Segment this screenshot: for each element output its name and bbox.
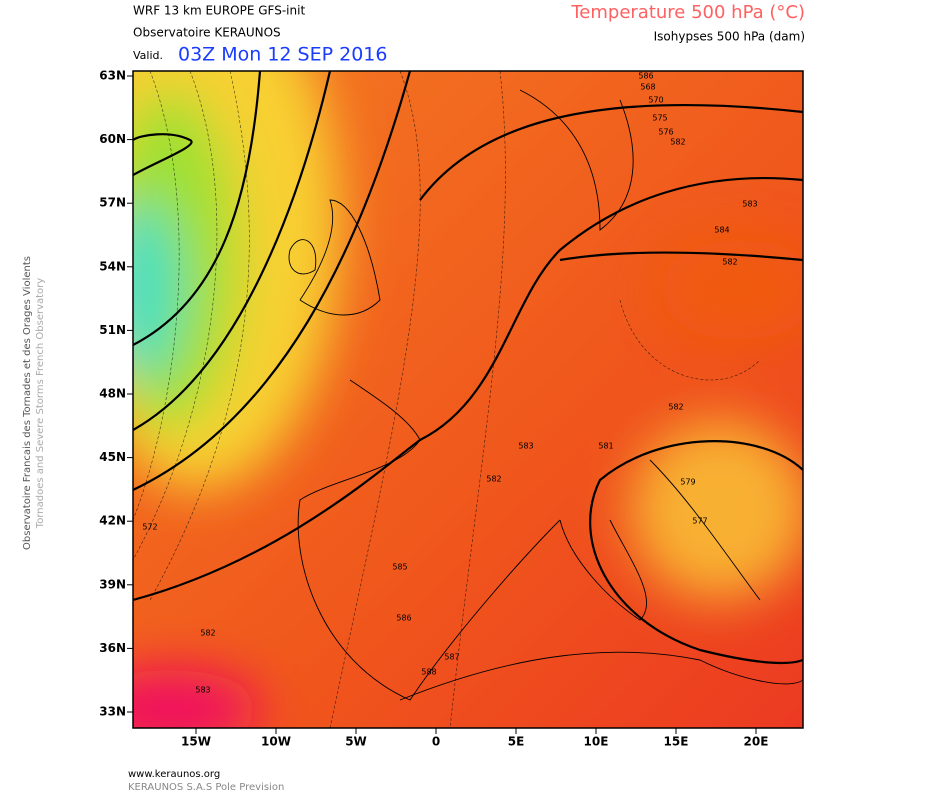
contour-label: 582 [722,258,737,267]
lat-label: 60N [99,132,126,146]
contour-label: 575 [652,114,667,123]
contour-label: 583 [518,442,533,451]
valid-prefix: Valid. [133,49,163,62]
lat-label: 54N [99,259,126,273]
map-subtitle: Isohypses 500 hPa (dam) [654,30,805,44]
map-frame [132,70,804,729]
map-title: Temperature 500 hPa (°C) [570,2,805,23]
lat-label: 39N [99,577,126,591]
contour-label: 582 [668,403,683,412]
contour-label: 576 [658,128,673,137]
contour-label: 568 [640,83,655,92]
contour-label: 579 [680,478,695,487]
coastlines [288,89,803,701]
model-label: WRF 13 km EUROPE GFS-init [133,4,305,18]
source-label: Observatoire KERAUNOS [133,26,281,40]
lon-label: 15E [664,735,689,749]
contour-label: 583 [195,686,210,695]
lat-label: 45N [99,450,126,464]
contour-label: 586 [396,614,411,623]
lat-label: 33N [99,705,126,719]
lon-label: 20E [744,735,769,749]
lon-label: 5W [345,735,367,749]
lon-label: 15W [181,735,211,749]
lon-label: 5E [508,735,525,749]
lon-label: 0 [432,735,440,749]
lat-label: 57N [99,196,126,210]
lat-label: 51N [99,323,126,337]
contour-label: 582 [200,629,215,638]
contour-label: 582 [670,138,685,147]
contour-label: 572 [142,523,157,532]
contour-label: 570 [648,96,663,105]
lat-label: 48N [99,387,126,401]
side-text: Observatoire Francais des Tornades et de… [22,256,33,550]
footer-url: www.keraunos.org [128,769,220,780]
contour-label: 583 [742,200,757,209]
contour-label: 588 [421,668,436,677]
contour-label: 581 [598,442,613,451]
lon-label: 10W [261,735,291,749]
footer-company: KERAUNOS S.A.S Pole Prevision [128,782,284,793]
valid-time: 03Z Mon 12 SEP 2016 [178,44,387,66]
contour-label: 582 [486,475,501,484]
contour-label: 585 [392,563,407,572]
isotherms [133,71,761,728]
lat-label: 63N [99,69,126,83]
contour-label: 586 [638,72,653,81]
map-area [133,71,803,728]
side-text: Tornadoes and Severe Storms French Obser… [35,278,46,529]
contour-label: 584 [714,226,729,235]
lon-label: 10E [584,735,609,749]
contour-label: 577 [692,517,707,526]
lat-label: 42N [99,514,126,528]
contour-label: 587 [444,653,459,662]
isohypses [133,71,803,665]
lat-label: 36N [99,641,126,655]
